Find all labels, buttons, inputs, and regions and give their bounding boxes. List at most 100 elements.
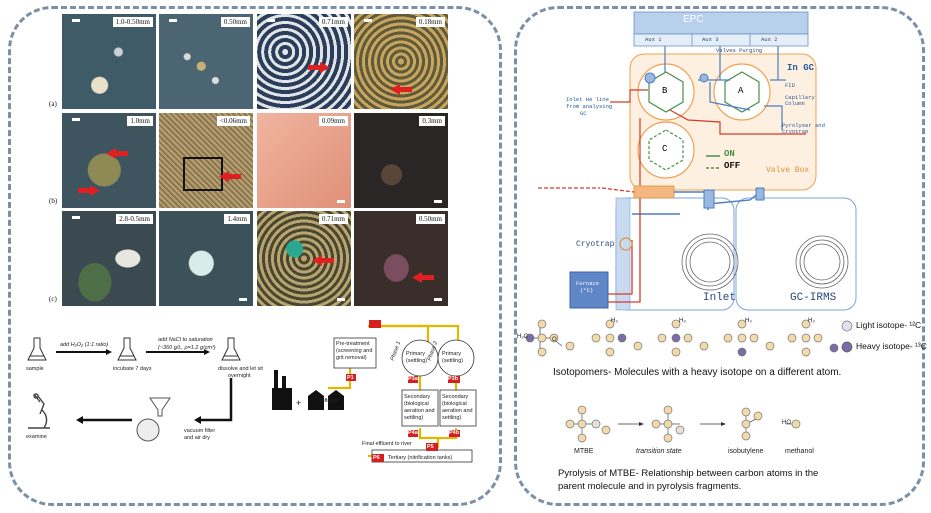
aux2-label: Aux 2 — [761, 36, 778, 43]
transition-label: transition state — [636, 448, 682, 455]
scale-label: 0.50mm — [415, 214, 445, 224]
isotopomers-caption: Isotopomers- Molecules with a heavy isot… — [553, 367, 842, 378]
photo-a1: 1.0-0.50mm — [62, 14, 156, 109]
off-label: OFF — [724, 161, 741, 171]
pyrolysis-caption-1: Pyrolysis of MTBE- Relationship between … — [558, 468, 819, 479]
label-dissolve2: overnight — [228, 373, 251, 379]
secondary1-line3: aeration and — [404, 408, 435, 414]
light-isotope-icon — [841, 320, 853, 332]
capillary-line2: Column — [785, 100, 805, 107]
red-arrow — [308, 62, 330, 73]
pretreat-line2: (screening and — [336, 348, 373, 354]
valve-a-label: A — [738, 86, 744, 96]
secondary2-line3: aeration and — [442, 408, 473, 414]
secondary2-line2: (biological — [442, 401, 467, 407]
valve-box-label: Valve Box — [766, 166, 810, 175]
photo-a2: 0.50mm — [159, 14, 253, 109]
furnace-line2: (°C) — [580, 287, 594, 294]
left-panel — [8, 6, 502, 506]
pretreat-line3: grit removal) — [336, 355, 367, 361]
point-p6: P6 — [373, 455, 380, 461]
capillary-line1: Capillary — [785, 94, 815, 101]
atom-label: H₃C — [517, 334, 529, 340]
photo-c4: 0.50mm — [354, 211, 448, 306]
valve-b-label: B — [662, 86, 668, 96]
point-p1: P1 — [347, 375, 354, 381]
row-label-b: (b) — [49, 197, 58, 205]
secondary1-line1: Secondary — [404, 394, 431, 400]
point-p5: P5 — [427, 444, 434, 450]
pyrolyser-line2: Cryotrap — [782, 128, 809, 135]
legend-heavy: Heavy isotope- ¹³C — [856, 341, 927, 351]
flask-icon — [221, 337, 241, 361]
atom-label: H₃ — [808, 318, 815, 324]
scale-label: 0.18mm — [415, 17, 445, 27]
atom-label: H₃ — [679, 318, 686, 324]
red-arrow — [106, 148, 128, 159]
scale-label: 0.09mm — [318, 116, 348, 126]
label-incubate: incubate 7 days — [113, 366, 152, 372]
scale-label: 0.50mm — [220, 17, 250, 27]
red-arrow — [219, 171, 241, 182]
final-effluent-label: Final effluent to river — [362, 441, 412, 447]
flask-icon — [117, 337, 137, 361]
red-arrow — [312, 255, 334, 266]
photo-c3: 0.71mm — [257, 211, 351, 306]
heavy-isotope-icon — [841, 341, 853, 353]
secondary2-line1: Secondary — [442, 394, 469, 400]
aux3-label: Aux 3 — [702, 36, 719, 43]
scale-label: 1.0mm — [127, 116, 153, 126]
scale-label: 2.8-0.5mm — [116, 214, 153, 224]
label-examine: examine — [26, 434, 47, 440]
svg-text:+: + — [296, 398, 301, 408]
in-gc-label: In GC — [787, 63, 815, 73]
pretreat-line1: Pre-treatment — [336, 341, 370, 347]
influent-label: Influent — [320, 398, 339, 404]
point-p2: P2 — [340, 325, 347, 331]
on-label: ON — [724, 149, 735, 159]
isobutylene-label: isobutylene — [728, 448, 764, 455]
photo-a4: 0.18mm — [354, 14, 448, 109]
scale-label: 0.71mm — [318, 17, 348, 27]
primary2-line2: (settling) — [442, 358, 464, 364]
valve-c-label: C — [662, 144, 668, 154]
inlet-he-line2: from analysing — [566, 103, 613, 110]
legend-light: Light isotope- ¹²C — [856, 320, 922, 330]
right-panel — [514, 6, 925, 506]
flask-icon — [27, 337, 47, 361]
photo-a3: 0.71mm — [257, 14, 351, 109]
methanol-label: methanol — [785, 448, 814, 455]
aux1-label: Aux 1 — [645, 36, 662, 43]
inlet-label: Inlet — [703, 292, 737, 304]
pyrolyser-line1: Pyrolyser and — [782, 122, 825, 129]
photo-b3: 0.09mm — [257, 113, 351, 208]
epc-label: EPC — [683, 14, 704, 25]
point-p3b: P3b — [448, 376, 459, 382]
red-arrow — [390, 84, 412, 95]
inlet-he-line1: Inlet He line — [566, 96, 609, 103]
label-vacuum: vacuum filter — [184, 428, 216, 434]
atom-label: H₃ — [745, 318, 752, 324]
cryotrap-label: Cryotrap — [576, 240, 615, 249]
photo-b2: <0.06mm — [159, 113, 253, 208]
point-p4b: P4b — [449, 430, 460, 436]
furnace-line1: Furnace — [576, 280, 600, 287]
primary1-line1: Primary — [406, 351, 425, 357]
point-p3a: P3a — [408, 376, 418, 382]
label-step1: add H₂O₂ (1:1 ratio) — [60, 342, 109, 348]
label-vacuum2: and air dry — [184, 435, 210, 441]
secondary1-line4: settling) — [404, 415, 424, 421]
red-arrow — [412, 272, 434, 283]
scale-label: 1.4mm — [224, 214, 250, 224]
photo-b4: 0.3mm — [354, 113, 448, 208]
secondary2-line4: settling) — [442, 415, 462, 421]
row-label-c: (c) — [49, 295, 57, 303]
inlet-he-line3: GC — [580, 110, 587, 117]
photo-b1: 1.0mm — [62, 113, 156, 208]
red-arrow — [78, 185, 100, 196]
primary1-line2: (settling) — [406, 358, 428, 364]
tertiary-label: Tertiary (nitrification tanks) — [388, 455, 453, 461]
pyrolysis-caption-2: parent molecule and in pyrolysis fragmen… — [558, 481, 742, 492]
gc-irms-label: GC-IRMS — [790, 292, 837, 304]
atom-label: O — [552, 337, 557, 343]
